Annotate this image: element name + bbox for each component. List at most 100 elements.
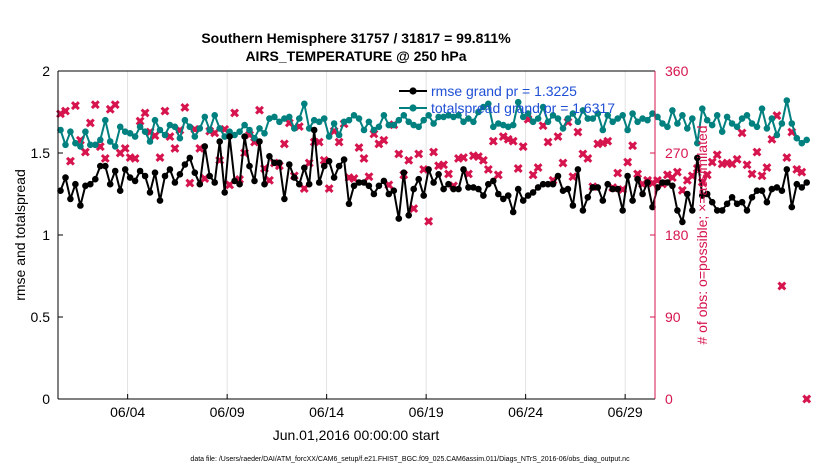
obs-marker-core xyxy=(500,134,506,140)
totalspread-point xyxy=(579,107,587,114)
totalspread-point xyxy=(574,118,582,126)
rmse-point xyxy=(330,174,338,181)
totalspread-point xyxy=(455,112,462,119)
totalspread-point xyxy=(400,112,408,119)
rmse-point xyxy=(599,197,607,204)
totalspread-point xyxy=(689,115,696,122)
totalspread-point xyxy=(485,100,492,108)
obs-marker-core xyxy=(157,154,163,161)
obs-assimilated-marker xyxy=(742,160,752,170)
rmse-point xyxy=(425,166,432,173)
rmse-point xyxy=(703,190,711,198)
rmse-point xyxy=(509,208,517,216)
obs-marker-core xyxy=(256,107,263,113)
obs-marker-core xyxy=(87,120,93,126)
totalspread-point xyxy=(604,112,611,119)
totalspread-point xyxy=(629,110,636,117)
totalspread-point xyxy=(410,121,418,129)
obs-marker-core xyxy=(480,157,486,163)
obs-marker-core xyxy=(545,139,551,145)
obs-assimilated-marker xyxy=(414,149,424,159)
obs-marker-core xyxy=(187,180,193,186)
legend-rmse-label: rmse grand pr = 1.3225 xyxy=(431,83,577,99)
obs-marker-core xyxy=(336,139,342,145)
rmse-point xyxy=(519,197,527,204)
obs-assimilated-marker xyxy=(90,100,100,110)
totalspread-point xyxy=(614,115,621,122)
totalspread-point xyxy=(679,112,686,119)
totalspread-point xyxy=(335,131,343,139)
obs-marker-core xyxy=(142,110,148,116)
obs-marker-core xyxy=(152,133,158,139)
x-axis-label: Jun.01,2016 00:00:00 start xyxy=(273,427,440,443)
obs-marker-core xyxy=(72,103,79,109)
obs-marker-core xyxy=(406,157,412,163)
totalspread-point xyxy=(211,112,218,119)
rmse-point xyxy=(271,159,278,167)
rmse-point xyxy=(251,177,258,185)
obs-marker-core xyxy=(734,156,740,162)
obs-assimilated-marker xyxy=(255,105,264,115)
totalspread-point xyxy=(350,112,358,119)
obs-marker-core xyxy=(440,162,447,168)
rmse-point xyxy=(375,182,383,190)
obs-marker-core xyxy=(620,186,626,193)
rmse-point xyxy=(221,189,228,196)
totalspread-point xyxy=(77,143,84,150)
totalspread-point xyxy=(718,128,726,135)
obs-assimilated-marker xyxy=(130,154,140,163)
legend-rmse-marker xyxy=(409,87,417,95)
rmse-point xyxy=(584,194,592,201)
rmse-point xyxy=(186,154,194,162)
totalspread-point xyxy=(111,143,119,150)
obs-assimilated-marker xyxy=(483,164,493,174)
rmse-point xyxy=(738,198,746,206)
rmse-point xyxy=(604,180,611,188)
obs-marker-core xyxy=(57,111,64,117)
totalspread-point xyxy=(699,105,706,112)
totalspread-point xyxy=(768,115,776,122)
totalspread-point xyxy=(126,130,134,137)
obs-assimilated-marker xyxy=(155,153,165,163)
obs-marker-core xyxy=(321,157,327,163)
rmse-point xyxy=(350,182,358,190)
rmse-point xyxy=(111,167,119,175)
totalspread-point xyxy=(475,108,482,116)
rmse-point xyxy=(534,184,542,191)
obs-marker-core xyxy=(426,218,432,224)
obs-marker-core xyxy=(326,185,332,192)
obs-assimilated-marker xyxy=(712,150,722,160)
rmse-point xyxy=(281,195,288,203)
totalspread-point xyxy=(569,110,577,117)
rmse-point xyxy=(514,185,522,193)
obs-marker-core xyxy=(555,134,561,140)
obs-assimilated-marker xyxy=(429,147,439,157)
y-right-tick-label: 90 xyxy=(665,309,681,325)
obs-assimilated-marker xyxy=(513,164,523,173)
totalspread-point xyxy=(375,123,383,131)
obs-marker-core xyxy=(779,283,785,289)
rmse-point xyxy=(57,187,64,194)
obs-marker-core xyxy=(510,138,516,144)
series-layer xyxy=(56,97,812,404)
totalspread-point xyxy=(669,107,676,114)
obs-assimilated-marker xyxy=(379,135,389,145)
obs-marker-core xyxy=(490,138,496,144)
rmse-point xyxy=(470,184,477,191)
rmse-point xyxy=(718,207,726,214)
totalspread-point xyxy=(504,123,512,131)
totalspread-point xyxy=(380,112,388,119)
rmse-point xyxy=(619,207,626,214)
totalspread-point xyxy=(305,125,313,132)
rmse-point xyxy=(335,162,343,170)
obs-marker-core xyxy=(386,182,392,188)
totalspread-point xyxy=(415,123,423,131)
y-left-tick-label: 0 xyxy=(42,391,50,407)
rmse-point xyxy=(803,179,810,186)
rmse-point xyxy=(629,197,636,204)
rmse-point xyxy=(92,175,99,183)
rmse-point xyxy=(156,197,164,204)
obs-marker-core xyxy=(580,151,586,157)
totalspread-point xyxy=(97,136,104,144)
